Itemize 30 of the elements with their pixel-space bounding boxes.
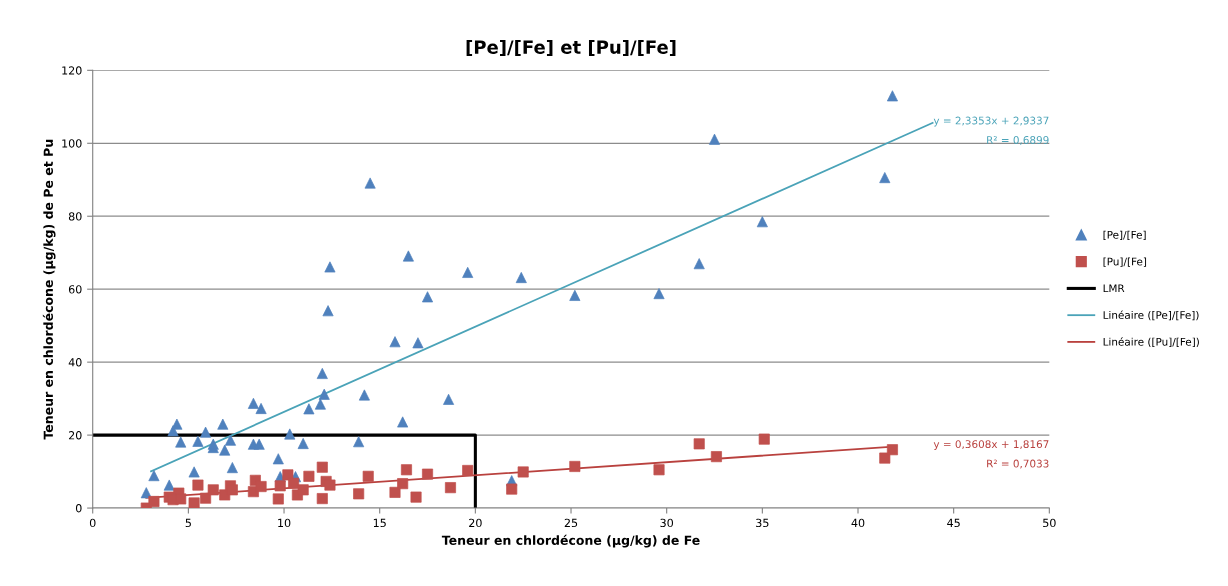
y-tick-label: 80 bbox=[68, 212, 82, 221]
chart-title: [Pe]/[Fe] et [Pu]/[Fe] bbox=[466, 39, 676, 57]
y-tick-label: 120 bbox=[62, 66, 82, 75]
y-tick-label: 100 bbox=[62, 139, 82, 148]
legend-label: Linéaire ([Pu]/[Fe]) bbox=[1103, 337, 1199, 347]
x-tick-label: 10 bbox=[278, 518, 291, 528]
legend-label: [Pe]/[Fe] bbox=[1103, 230, 1146, 240]
legend-label: Linéaire ([Pe]/[Fe]) bbox=[1103, 310, 1199, 321]
x-tick-label: 0 bbox=[89, 518, 96, 528]
x-tick-label: 30 bbox=[660, 518, 674, 528]
y-tick-label: 20 bbox=[68, 431, 82, 440]
y-tick-label: 0 bbox=[75, 504, 82, 513]
annotation: y = 2,3353x + 2,9337 bbox=[933, 116, 1049, 127]
x-tick-label: 40 bbox=[851, 518, 865, 528]
x-tick-label: 15 bbox=[373, 518, 386, 528]
annotation: R² = 0,7033 bbox=[987, 459, 1049, 469]
annotation: y = 0,3608x + 1,8167 bbox=[933, 440, 1049, 451]
x-tick-label: 35 bbox=[756, 518, 769, 528]
x-axis-title: Teneur en chlordécone (µg/kg) de Fe bbox=[441, 534, 700, 548]
legend-label: LMR bbox=[1103, 284, 1125, 293]
x-tick-label: 25 bbox=[564, 518, 578, 528]
x-tick-label: 20 bbox=[469, 518, 482, 528]
x-tick-label: 5 bbox=[185, 518, 191, 528]
y-tick-label: 40 bbox=[68, 358, 82, 367]
x-tick-label: 45 bbox=[947, 518, 960, 528]
y-tick-label: 60 bbox=[68, 285, 82, 294]
annotation: R² = 0,6899 bbox=[987, 136, 1049, 145]
y-axis-title: Teneur en chlordécone (µg/kg) de Pe et Pu bbox=[42, 139, 56, 440]
legend-label: [Pu]/[Fe] bbox=[1103, 257, 1147, 267]
x-tick-label: 50 bbox=[1043, 518, 1056, 528]
